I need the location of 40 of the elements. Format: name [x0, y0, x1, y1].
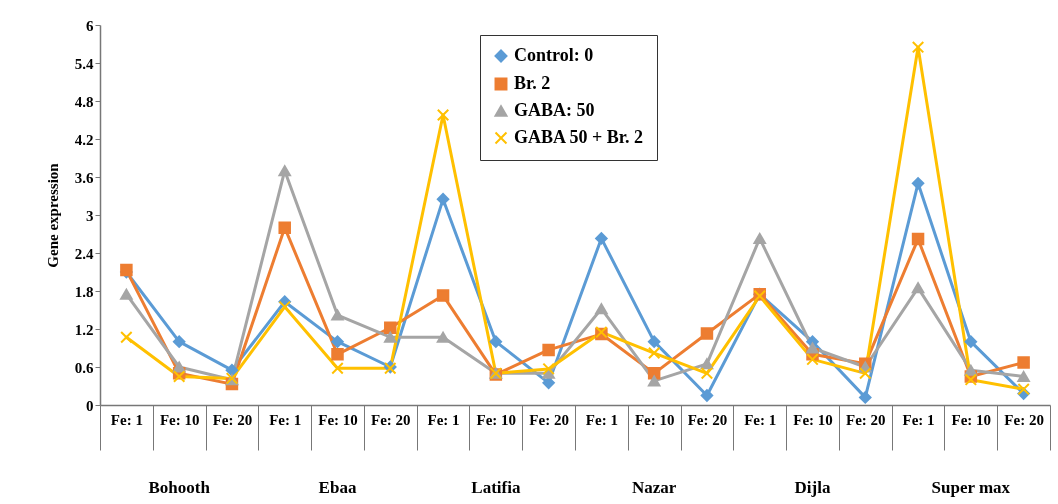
x-tick-label: Fe: 10 — [476, 411, 517, 428]
y-tick-label: 3.6 — [74, 169, 94, 186]
x-tick-label: Fe: 20 — [212, 411, 253, 428]
x-tick-label: Fe: 1 — [902, 411, 935, 428]
x-tick-label: Fe: 10 — [951, 411, 992, 428]
x-tick-label: Fe: 1 — [744, 411, 777, 428]
x-tick-label: Fe: 1 — [269, 411, 302, 428]
legend-label: Control: 0 — [514, 45, 594, 65]
legend-label: GABA 50 + Br. 2 — [514, 127, 644, 147]
y-tick-label: 1.2 — [74, 321, 94, 338]
text: Ebaa — [318, 478, 357, 497]
y-tick-label: 4.2 — [74, 131, 94, 148]
x-tick-label: Fe: 20 — [370, 411, 411, 428]
x-tick-label: Fe: 20 — [529, 411, 569, 428]
x-tick-label: Fe: 10 — [793, 411, 833, 428]
x-tick-label: Fe: 20 — [1004, 411, 1044, 428]
x-tick-label: Fe: 10 — [159, 411, 200, 428]
x-tick-label: Fe: 10 — [318, 411, 358, 428]
text: Nazar — [631, 478, 677, 497]
legend-label: Br. 2 — [514, 73, 551, 93]
text: Bohooth — [148, 478, 211, 497]
y-tick-label: 3 — [86, 207, 94, 224]
text: Latifia — [471, 478, 521, 497]
y-tick-label: 4.8 — [74, 93, 94, 110]
x-tick-label: Fe: 10 — [634, 411, 675, 428]
x-tick-label: Fe: 1 — [427, 411, 460, 428]
y-tick-label: 5.4 — [74, 55, 94, 72]
y-tick-label: 0 — [86, 397, 94, 414]
y-tick-label: 2.4 — [74, 245, 94, 262]
y-tick-label: 6 — [86, 17, 94, 34]
text: Dijla — [794, 478, 831, 497]
x-tick-label: Fe: 1 — [585, 411, 618, 428]
y-tick-label: 1.8 — [74, 283, 94, 300]
x-tick-label: Fe: 20 — [845, 411, 886, 428]
y-axis-title: Gene expression — [44, 162, 61, 268]
x-tick-label: Fe: 20 — [687, 411, 728, 428]
y-tick-label: 0.6 — [74, 359, 94, 376]
text: Super max — [931, 478, 1011, 497]
legend-label: GABA: 50 — [514, 100, 595, 120]
x-tick-label: Fe: 1 — [110, 411, 143, 428]
